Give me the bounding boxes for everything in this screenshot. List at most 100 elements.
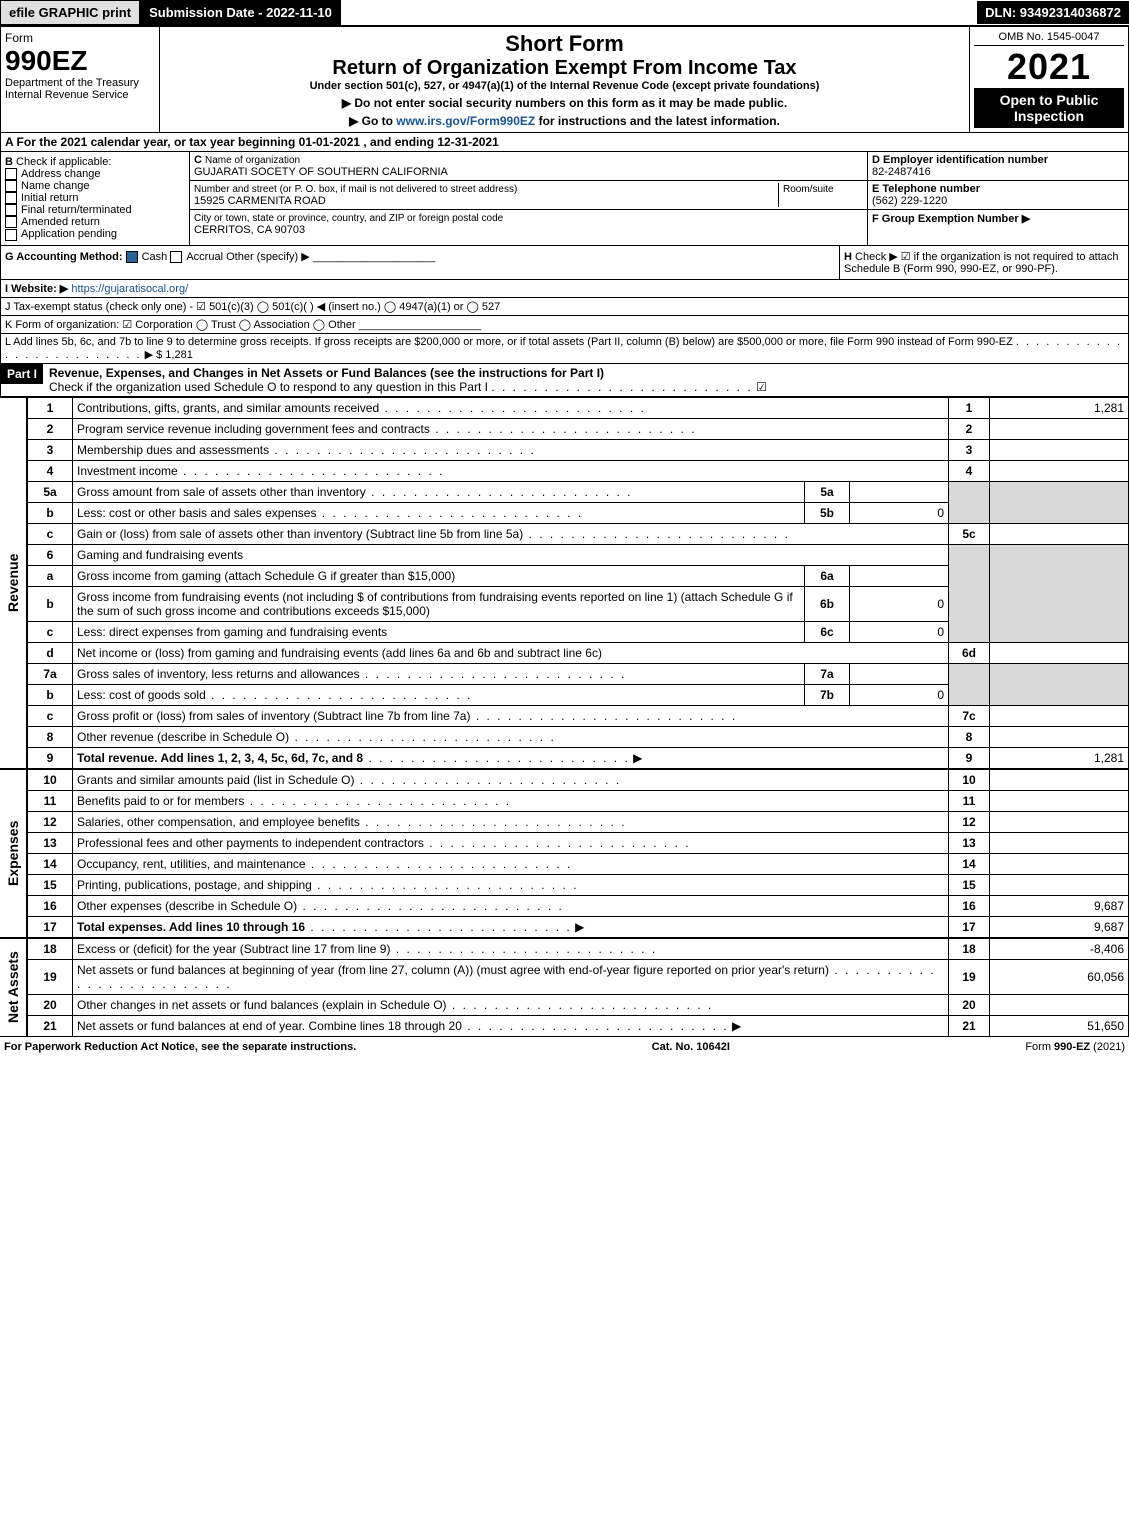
line-11: 11 Benefits paid to or for members 11: [28, 790, 1129, 811]
checkbox-initial-return[interactable]: [5, 192, 17, 204]
l16-num: 16: [28, 895, 73, 916]
l-amount: ▶ $ 1,281: [145, 349, 193, 361]
l7b-subval: 0: [850, 684, 949, 705]
l9-amount: 1,281: [990, 747, 1129, 768]
expenses-vlabel: Expenses: [0, 769, 27, 938]
l17-arrow: ▶: [575, 920, 584, 934]
open-to-public: Open to Public Inspection: [974, 88, 1124, 128]
expenses-section: Expenses 10 Grants and similar amounts p…: [0, 769, 1129, 938]
h-label: H: [844, 251, 852, 263]
l9-arrow: ▶: [633, 751, 642, 765]
line-9: 9 Total revenue. Add lines 1, 2, 3, 4, 5…: [28, 747, 1129, 768]
l15-num: 15: [28, 874, 73, 895]
l19-num: 19: [28, 959, 73, 994]
checkbox-name-change[interactable]: [5, 180, 17, 192]
checkbox-cash[interactable]: [126, 251, 138, 263]
line-2: 2 Program service revenue including gove…: [28, 418, 1129, 439]
l5b-sub: 5b: [805, 502, 850, 523]
l4-amount: [990, 460, 1129, 481]
l10-box: 10: [949, 769, 990, 790]
l19-amount: 60,056: [990, 959, 1129, 994]
l6d-num: d: [28, 642, 73, 663]
revenue-vlabel: Revenue: [0, 397, 27, 769]
line-18: 18 Excess or (deficit) for the year (Sub…: [28, 938, 1129, 959]
l5c-desc: Gain or (loss) from sale of assets other…: [77, 527, 523, 541]
checkbox-amended-return[interactable]: [5, 216, 17, 228]
checkbox-final-return[interactable]: [5, 204, 17, 216]
opt-accrual: Accrual: [186, 251, 223, 263]
part-i-header: Part I Revenue, Expenses, and Changes in…: [0, 364, 1129, 397]
line-21: 21 Net assets or fund balances at end of…: [28, 1015, 1129, 1036]
website-link[interactable]: https://gujaratisocal.org/: [71, 283, 188, 295]
h-text: Check ▶ ☑ if the organization is not req…: [844, 251, 1119, 275]
l10-num: 10: [28, 769, 73, 790]
line-17: 17 Total expenses. Add lines 10 through …: [28, 916, 1129, 937]
l1-num: 1: [28, 397, 73, 418]
revenue-section: Revenue 1 Contributions, gifts, grants, …: [0, 397, 1129, 769]
l5b-num: b: [28, 502, 73, 523]
l6d-desc: Net income or (loss) from gaming and fun…: [77, 646, 602, 660]
l7a-desc: Gross sales of inventory, less returns a…: [77, 667, 360, 681]
l14-desc: Occupancy, rent, utilities, and maintena…: [77, 857, 306, 871]
l13-desc: Professional fees and other payments to …: [77, 836, 424, 850]
l9-desc: Total revenue. Add lines 1, 2, 3, 4, 5c,…: [77, 751, 363, 765]
l12-amount: [990, 811, 1129, 832]
goto-link[interactable]: ▶ Go to www.irs.gov/Form990EZ for instru…: [164, 114, 965, 128]
line-15: 15 Printing, publications, postage, and …: [28, 874, 1129, 895]
irs-url-link[interactable]: www.irs.gov/Form990EZ: [396, 114, 535, 128]
line-10: 10 Grants and similar amounts paid (list…: [28, 769, 1129, 790]
check-if-applicable: Check if applicable:: [16, 156, 111, 168]
opt-address-change: Address change: [21, 168, 101, 180]
net-assets-section: Net Assets 18 Excess or (deficit) for th…: [0, 938, 1129, 1037]
checkbox-accrual[interactable]: [170, 251, 182, 263]
line-6: 6 Gaming and fundraising events: [28, 544, 1129, 565]
l8-num: 8: [28, 726, 73, 747]
addr-label: Number and street (or P. O. box, if mail…: [194, 184, 517, 195]
l6c-num: c: [28, 621, 73, 642]
room-suite-label: Room/suite: [783, 184, 834, 195]
label-c: C: [194, 154, 202, 166]
l5b-subval: 0: [850, 502, 949, 523]
revenue-table: 1 Contributions, gifts, grants, and simi…: [27, 397, 1129, 769]
l13-amount: [990, 832, 1129, 853]
opt-final-return: Final return/terminated: [21, 204, 132, 216]
line-19: 19 Net assets or fund balances at beginn…: [28, 959, 1129, 994]
ein-value: 82-2487416: [872, 166, 931, 178]
line-12: 12 Salaries, other compensation, and emp…: [28, 811, 1129, 832]
l7c-desc: Gross profit or (loss) from sales of inv…: [77, 709, 470, 723]
l15-desc: Printing, publications, postage, and shi…: [77, 878, 312, 892]
footer-left: For Paperwork Reduction Act Notice, see …: [4, 1041, 356, 1053]
l2-box: 2: [949, 418, 990, 439]
part-i-label: Part I: [1, 364, 43, 384]
k-text: K Form of organization: ☑ Corporation ◯ …: [5, 319, 356, 331]
org-name: GUJARATI SOCETY OF SOUTHERN CALIFORNIA: [194, 166, 448, 178]
irs-label: Internal Revenue Service: [5, 89, 155, 101]
line-20: 20 Other changes in net assets or fund b…: [28, 994, 1129, 1015]
footer-right: Form 990-EZ (2021): [1025, 1041, 1125, 1053]
l7b-desc: Less: cost of goods sold: [77, 688, 206, 702]
l11-box: 11: [949, 790, 990, 811]
l12-num: 12: [28, 811, 73, 832]
l20-amount: [990, 994, 1129, 1015]
line-5c: c Gain or (loss) from sale of assets oth…: [28, 523, 1129, 544]
top-bar: efile GRAPHIC print Submission Date - 20…: [0, 0, 1129, 26]
l20-box: 20: [949, 994, 990, 1015]
l6b-desc: Gross income from fundraising events (no…: [77, 590, 793, 618]
efile-print-button[interactable]: efile GRAPHIC print: [0, 0, 140, 25]
line-13: 13 Professional fees and other payments …: [28, 832, 1129, 853]
tax-year: 2021: [974, 46, 1124, 88]
info-grid: B Check if applicable: Address change Na…: [0, 152, 1129, 246]
l15-box: 15: [949, 874, 990, 895]
l1-box: 1: [949, 397, 990, 418]
line-8: 8 Other revenue (describe in Schedule O)…: [28, 726, 1129, 747]
checkbox-address-change[interactable]: [5, 168, 17, 180]
l2-desc: Program service revenue including govern…: [77, 422, 430, 436]
l13-box: 13: [949, 832, 990, 853]
checkbox-application-pending[interactable]: [5, 229, 17, 241]
l19-box: 19: [949, 959, 990, 994]
city-label: City or town, state or province, country…: [194, 213, 503, 224]
header-right: OMB No. 1545-0047 2021 Open to Public In…: [970, 27, 1128, 132]
l1-amount: 1,281: [990, 397, 1129, 418]
l8-desc: Other revenue (describe in Schedule O): [77, 730, 289, 744]
l6a-subval: [850, 565, 949, 586]
